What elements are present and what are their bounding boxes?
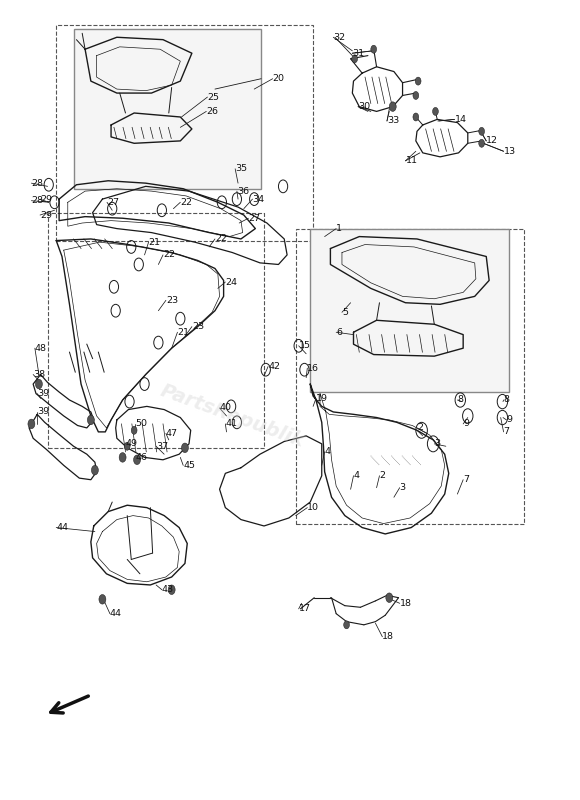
Bar — [56, 26, 313, 241]
Circle shape — [344, 621, 350, 629]
Circle shape — [413, 113, 419, 121]
Text: 21: 21 — [177, 328, 190, 337]
Text: 28: 28 — [31, 178, 44, 188]
Text: 15: 15 — [299, 342, 311, 350]
Text: 6: 6 — [336, 328, 342, 337]
Text: 27: 27 — [248, 214, 260, 222]
Circle shape — [182, 443, 188, 453]
Circle shape — [35, 379, 42, 389]
Bar — [296, 229, 524, 523]
Text: 44: 44 — [110, 609, 122, 618]
Text: 30: 30 — [358, 102, 370, 111]
Text: PartsRepublik: PartsRepublik — [158, 381, 307, 451]
Text: 49: 49 — [125, 439, 137, 448]
Text: 23: 23 — [166, 296, 178, 305]
Text: 2: 2 — [379, 471, 386, 480]
Circle shape — [92, 466, 99, 475]
Circle shape — [168, 585, 175, 594]
Text: 32: 32 — [334, 33, 346, 42]
Text: 9: 9 — [463, 419, 469, 429]
Text: 37: 37 — [156, 442, 168, 450]
Text: 21: 21 — [148, 238, 161, 246]
Text: 33: 33 — [387, 117, 399, 126]
Text: 41: 41 — [226, 419, 237, 429]
Text: 48: 48 — [35, 344, 47, 353]
Text: 3: 3 — [434, 439, 440, 448]
Text: 43: 43 — [162, 586, 174, 594]
Circle shape — [124, 442, 130, 450]
Circle shape — [133, 455, 140, 465]
Text: 36: 36 — [237, 186, 249, 196]
Text: 46: 46 — [135, 453, 147, 462]
Bar — [48, 213, 264, 448]
Text: 18: 18 — [382, 632, 394, 642]
Circle shape — [371, 46, 376, 54]
Text: 29: 29 — [40, 210, 52, 219]
Text: 27: 27 — [107, 198, 119, 206]
Text: 10: 10 — [307, 503, 320, 512]
Circle shape — [433, 107, 438, 115]
Text: 26: 26 — [206, 107, 218, 116]
Text: 19: 19 — [316, 394, 328, 403]
Text: 22: 22 — [215, 234, 227, 243]
Text: 29: 29 — [40, 194, 52, 204]
Text: 4: 4 — [353, 471, 360, 480]
Text: 8: 8 — [503, 395, 510, 405]
Circle shape — [413, 91, 419, 99]
Text: 31: 31 — [352, 49, 364, 58]
Bar — [74, 30, 261, 189]
Circle shape — [415, 77, 421, 85]
Circle shape — [351, 55, 357, 62]
Text: 34: 34 — [252, 194, 264, 204]
Text: 7: 7 — [463, 475, 469, 484]
Text: 8: 8 — [458, 395, 463, 405]
Circle shape — [389, 102, 396, 111]
Text: 16: 16 — [307, 364, 320, 373]
Circle shape — [99, 594, 106, 604]
Text: 22: 22 — [163, 250, 175, 259]
Text: 12: 12 — [486, 137, 498, 146]
Text: 39: 39 — [37, 407, 49, 417]
Circle shape — [119, 453, 126, 462]
Text: 35: 35 — [235, 164, 247, 174]
Text: 28: 28 — [31, 196, 44, 205]
Circle shape — [28, 419, 35, 429]
Text: 20: 20 — [273, 74, 285, 83]
Text: 4: 4 — [325, 447, 331, 456]
Circle shape — [88, 415, 95, 425]
Text: 3: 3 — [400, 483, 406, 492]
Text: 25: 25 — [208, 93, 219, 102]
Text: 13: 13 — [503, 146, 516, 156]
Circle shape — [478, 127, 484, 135]
Text: 38: 38 — [33, 370, 45, 379]
Text: 18: 18 — [400, 598, 412, 608]
Text: 24: 24 — [226, 278, 237, 286]
Text: 23: 23 — [192, 322, 204, 331]
Text: 9: 9 — [506, 415, 513, 425]
Text: 22: 22 — [180, 198, 193, 206]
Text: 50: 50 — [135, 419, 147, 429]
Text: 5: 5 — [342, 308, 348, 317]
Bar — [310, 229, 509, 392]
Text: 2: 2 — [417, 423, 423, 433]
Text: 42: 42 — [268, 362, 280, 371]
Text: 47: 47 — [166, 429, 178, 438]
Text: 45: 45 — [183, 461, 195, 470]
Text: 40: 40 — [220, 403, 231, 413]
Text: 1: 1 — [336, 224, 342, 233]
Text: 44: 44 — [56, 523, 68, 532]
Circle shape — [131, 426, 137, 434]
Text: 7: 7 — [503, 427, 510, 436]
Circle shape — [386, 593, 393, 602]
Text: 17: 17 — [299, 604, 311, 614]
Circle shape — [478, 139, 484, 147]
Text: 11: 11 — [405, 156, 418, 166]
Text: 14: 14 — [455, 115, 466, 124]
Text: 39: 39 — [37, 389, 49, 398]
